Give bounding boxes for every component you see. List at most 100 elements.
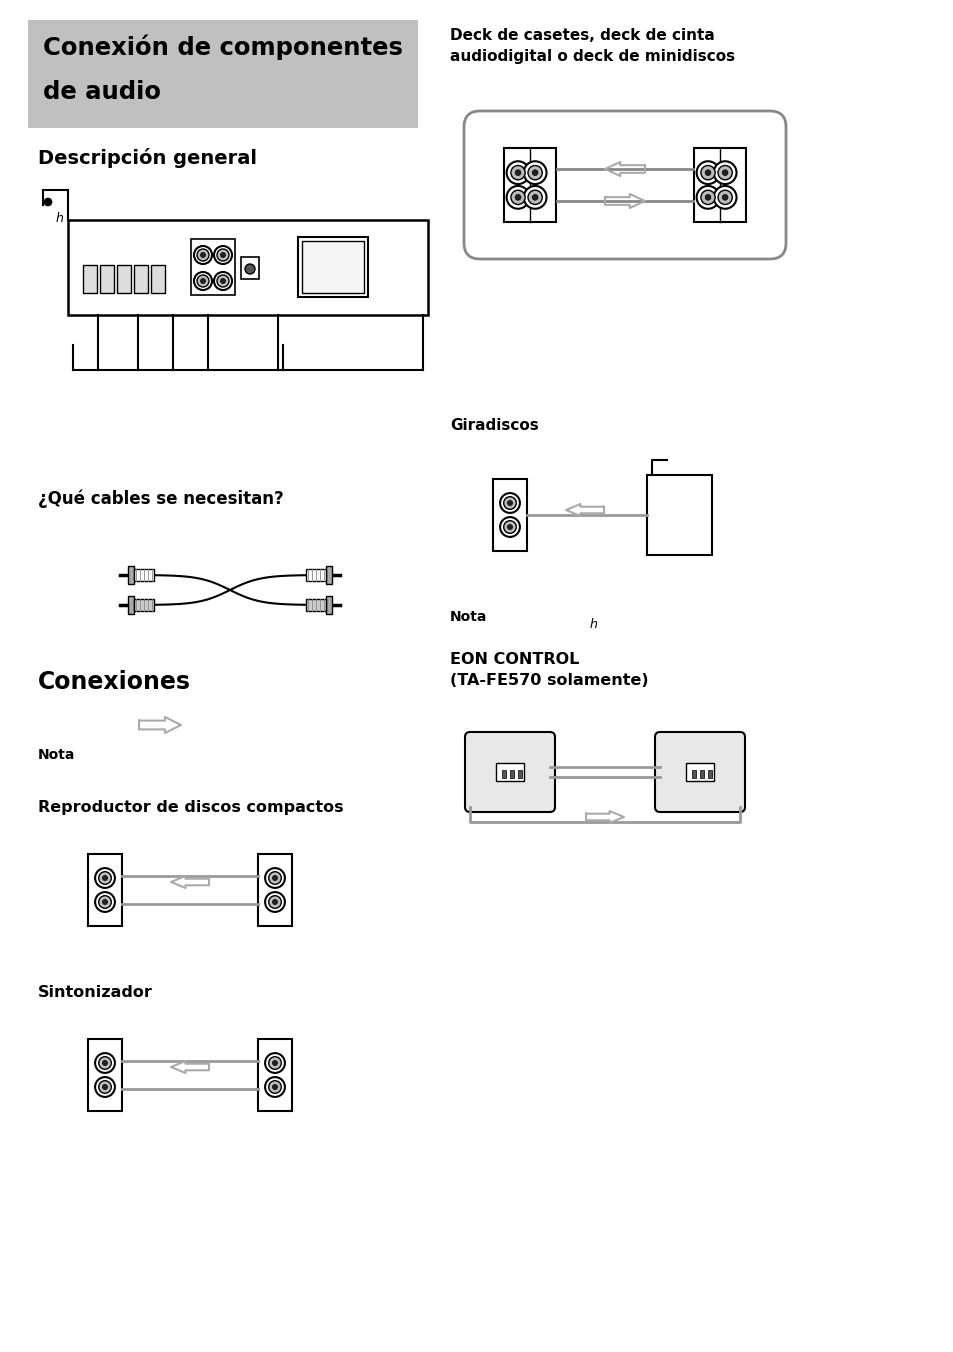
Bar: [685, 763, 713, 781]
Bar: [88, 1038, 122, 1046]
Bar: [257, 854, 292, 861]
Circle shape: [523, 161, 546, 184]
Text: h: h: [589, 618, 598, 631]
Text: Nota: Nota: [38, 748, 75, 763]
Circle shape: [718, 191, 732, 204]
Bar: [493, 479, 527, 552]
Bar: [504, 147, 555, 222]
Bar: [326, 566, 332, 584]
Circle shape: [704, 170, 710, 176]
Circle shape: [704, 195, 710, 200]
Circle shape: [721, 170, 727, 176]
Bar: [493, 479, 527, 487]
Circle shape: [265, 1053, 285, 1073]
Bar: [83, 265, 97, 293]
Circle shape: [196, 274, 209, 287]
Circle shape: [102, 876, 108, 880]
Circle shape: [193, 272, 212, 289]
Bar: [28, 20, 417, 128]
Bar: [88, 854, 122, 926]
Circle shape: [273, 1084, 277, 1090]
Circle shape: [98, 1080, 112, 1094]
Circle shape: [273, 876, 277, 880]
Circle shape: [196, 249, 209, 261]
Circle shape: [216, 249, 229, 261]
Circle shape: [523, 187, 546, 208]
Circle shape: [265, 1078, 285, 1096]
Bar: [306, 569, 326, 581]
Circle shape: [527, 165, 541, 180]
Circle shape: [95, 1078, 114, 1096]
Bar: [691, 771, 696, 777]
Circle shape: [532, 170, 537, 176]
Text: Descripción general: Descripción general: [38, 147, 256, 168]
Circle shape: [102, 899, 108, 904]
Circle shape: [98, 895, 112, 909]
Circle shape: [200, 279, 205, 284]
Circle shape: [503, 496, 516, 510]
Circle shape: [95, 868, 114, 888]
Bar: [117, 265, 131, 293]
Text: Conexiones: Conexiones: [38, 671, 191, 694]
Circle shape: [700, 191, 715, 204]
Circle shape: [515, 195, 520, 200]
Bar: [128, 566, 133, 584]
Bar: [496, 763, 523, 781]
Circle shape: [713, 161, 736, 184]
Circle shape: [265, 892, 285, 911]
Bar: [517, 771, 521, 777]
Circle shape: [220, 253, 225, 257]
Circle shape: [515, 170, 520, 176]
Circle shape: [506, 187, 529, 208]
Bar: [694, 147, 745, 157]
Circle shape: [269, 895, 281, 909]
Text: Deck de casetes, deck de cinta
audiodigital o deck de minidiscos: Deck de casetes, deck de cinta audiodigi…: [450, 28, 735, 64]
Bar: [694, 147, 745, 222]
Bar: [88, 854, 122, 861]
Circle shape: [269, 872, 281, 884]
Circle shape: [220, 279, 225, 284]
FancyBboxPatch shape: [464, 731, 555, 813]
Circle shape: [506, 161, 529, 184]
Circle shape: [527, 191, 541, 204]
Bar: [88, 1038, 122, 1111]
Bar: [510, 771, 514, 777]
Circle shape: [269, 1057, 281, 1069]
Bar: [257, 1038, 292, 1111]
Circle shape: [98, 1057, 112, 1069]
Circle shape: [273, 899, 277, 904]
Bar: [306, 599, 326, 611]
Text: h: h: [56, 212, 64, 224]
Circle shape: [98, 872, 112, 884]
Circle shape: [511, 165, 524, 180]
Circle shape: [503, 521, 516, 533]
Bar: [191, 239, 234, 295]
Circle shape: [200, 253, 205, 257]
Text: Reproductor de discos compactos: Reproductor de discos compactos: [38, 800, 343, 815]
Bar: [257, 854, 292, 926]
Circle shape: [216, 274, 229, 287]
Text: Giradiscos: Giradiscos: [450, 418, 538, 433]
Circle shape: [721, 195, 727, 200]
Circle shape: [213, 272, 232, 289]
Circle shape: [499, 493, 519, 512]
Circle shape: [696, 161, 719, 184]
Bar: [647, 475, 712, 556]
Text: Sintonizador: Sintonizador: [38, 986, 152, 1000]
Circle shape: [499, 516, 519, 537]
Circle shape: [713, 187, 736, 208]
FancyBboxPatch shape: [655, 731, 744, 813]
Bar: [504, 147, 555, 157]
Bar: [133, 265, 148, 293]
Bar: [297, 237, 368, 297]
Bar: [700, 771, 703, 777]
Text: ¿Qué cables se necesitan?: ¿Qué cables se necesitan?: [38, 489, 283, 508]
Text: Nota: Nota: [450, 610, 487, 625]
Circle shape: [718, 165, 732, 180]
Circle shape: [102, 1060, 108, 1065]
Bar: [501, 771, 505, 777]
Text: Conexión de componentes: Conexión de componentes: [43, 34, 402, 59]
Bar: [128, 596, 133, 614]
Circle shape: [507, 500, 512, 506]
Circle shape: [273, 1060, 277, 1065]
